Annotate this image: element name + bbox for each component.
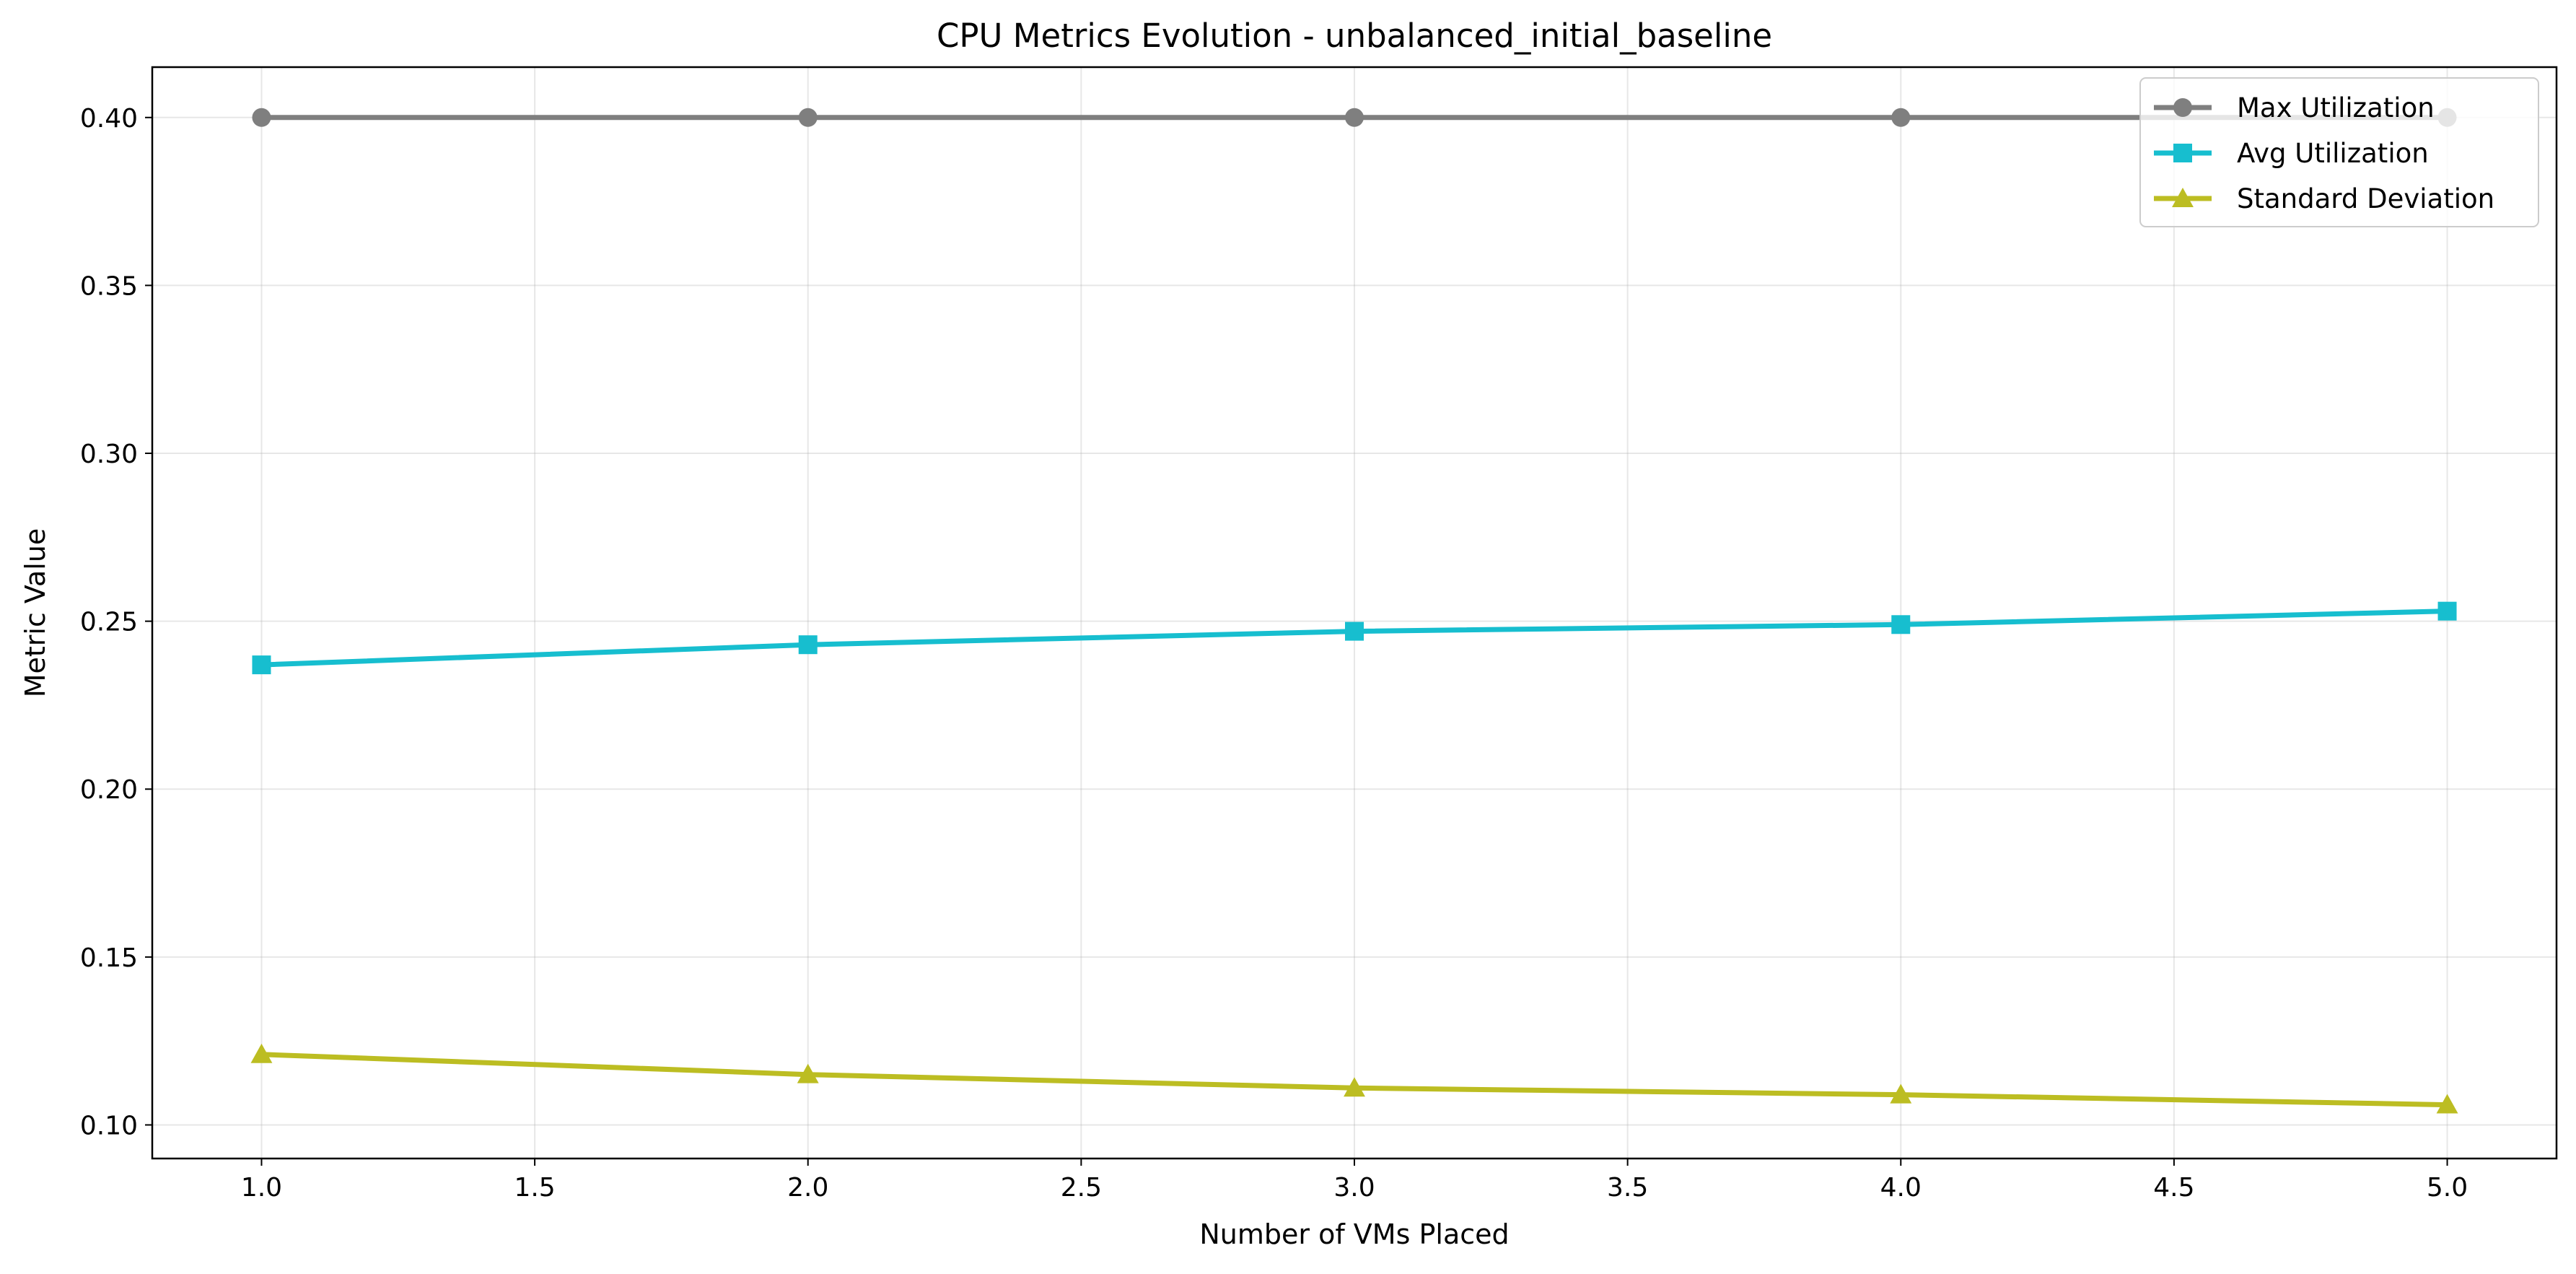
data-point bbox=[250, 1043, 273, 1063]
y-tick-label: 0.10 bbox=[80, 1111, 138, 1140]
y-axis-label: Metric Value bbox=[19, 528, 51, 698]
legend-swatch-marker bbox=[2173, 144, 2192, 162]
data-point bbox=[252, 655, 271, 675]
data-point bbox=[1345, 621, 1364, 641]
x-tick-label: 5.0 bbox=[2427, 1173, 2468, 1203]
chart-title: CPU Metrics Evolution - unbalanced_initi… bbox=[937, 17, 1772, 55]
y-tick-label: 0.30 bbox=[80, 440, 138, 469]
x-tick-label: 4.0 bbox=[1880, 1173, 1922, 1203]
legend-label: Max Utilization bbox=[2237, 92, 2435, 123]
data-point bbox=[252, 108, 271, 127]
data-point bbox=[1344, 1077, 1365, 1097]
data-point bbox=[1890, 1083, 1912, 1104]
data-point bbox=[798, 108, 818, 127]
legend-box bbox=[2139, 77, 2539, 227]
legend: Max Utilization Avg Utilization Standard D… bbox=[2139, 77, 2539, 227]
x-tick-label: 1.5 bbox=[514, 1173, 555, 1203]
y-tick-label: 0.20 bbox=[80, 775, 138, 805]
x-tick-label: 2.5 bbox=[1061, 1173, 1102, 1203]
series-group bbox=[250, 108, 2458, 1114]
x-tick-label: 4.5 bbox=[2153, 1173, 2194, 1203]
data-point bbox=[798, 635, 818, 655]
y-tick-label: 0.25 bbox=[80, 608, 138, 637]
legend-label: Avg Utilization bbox=[2237, 138, 2429, 169]
legend-label: Standard Deviation bbox=[2237, 183, 2494, 214]
data-point bbox=[797, 1063, 819, 1083]
x-tick-label: 2.0 bbox=[787, 1173, 828, 1203]
data-point bbox=[1891, 108, 1911, 127]
legend-swatch-marker bbox=[2172, 188, 2194, 207]
data-point bbox=[1891, 615, 1911, 634]
x-axis-label: Number of VMs Placed bbox=[1199, 1218, 1509, 1250]
grid-lines bbox=[152, 67, 2557, 1159]
y-tick-label: 0.35 bbox=[80, 271, 138, 301]
x-tick-label: 1.0 bbox=[241, 1173, 282, 1203]
legend-swatch-marker bbox=[2173, 98, 2192, 117]
x-tick-label: 3.0 bbox=[1333, 1173, 1375, 1203]
y-tick-label: 0.40 bbox=[80, 104, 138, 134]
data-point bbox=[1345, 108, 1364, 127]
data-point bbox=[2436, 1094, 2458, 1114]
axis-ticks: 1.0 1.5 2.0 2.5 3.0 3.5 4.0 4.5 5.0 0.10 0.15 0.20 0… bbox=[80, 104, 2468, 1203]
y-tick-label: 0.15 bbox=[80, 943, 138, 973]
data-point bbox=[2437, 601, 2457, 621]
x-tick-label: 3.5 bbox=[1607, 1173, 1648, 1203]
